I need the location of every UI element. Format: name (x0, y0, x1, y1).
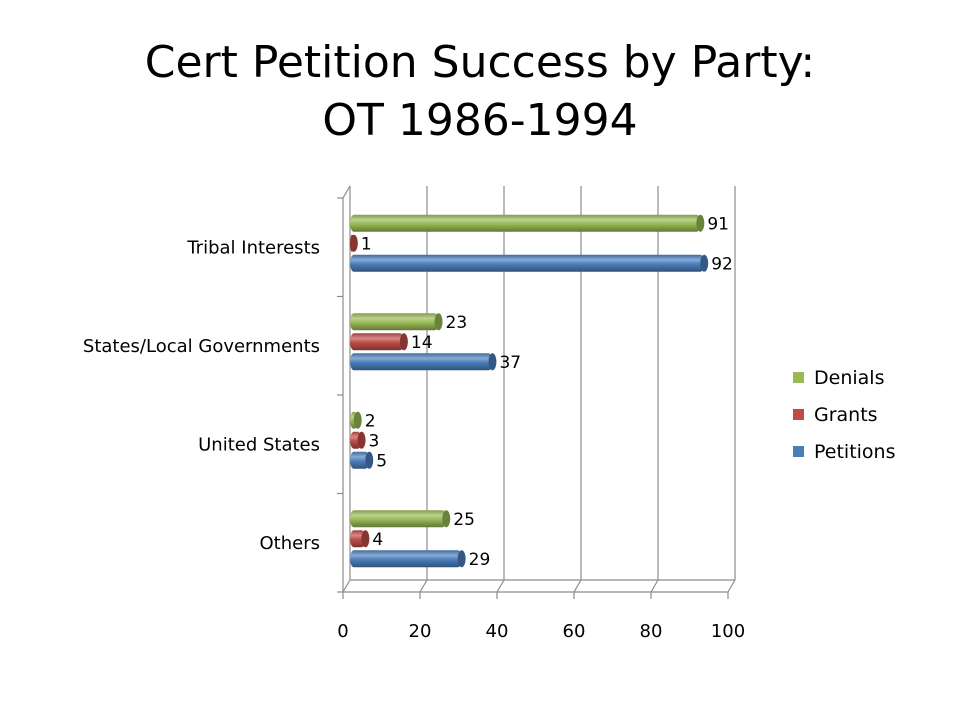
legend-label-petitions: Petitions (814, 441, 896, 463)
bar-cap-petitions-others (457, 550, 466, 568)
chart-title-line-1: Cert Petition Success by Party: (144, 37, 816, 88)
floor-line-20 (419, 579, 428, 593)
bar-cap-denials-tribal-interests (696, 214, 705, 232)
data-label-grants-others: 4 (372, 530, 383, 550)
data-label-denials-states-local-governments: 23 (446, 313, 468, 333)
bar-grants-states-local-governments (350, 333, 404, 351)
legend-label-grants: Grants (814, 404, 878, 426)
data-label-petitions-tribal-interests: 92 (711, 254, 733, 274)
bar-cap-denials-others (442, 510, 451, 528)
chart-title: Cert Petition Success by Party: OT 1986-… (0, 34, 960, 150)
data-label-petitions-states-local-governments: 37 (499, 353, 521, 373)
chart-title-line-2: OT 1986-1994 (322, 95, 638, 146)
legend-swatch-grants (793, 409, 804, 420)
bar-denials-others (350, 510, 447, 528)
data-label-denials-others: 25 (453, 510, 475, 530)
category-label-united-states: United States (198, 434, 320, 455)
floor-line-60 (573, 579, 582, 593)
data-label-petitions-united-states: 5 (376, 451, 387, 471)
category-label-tribal-interests: Tribal Interests (186, 237, 320, 258)
bar-petitions-others (350, 550, 462, 568)
bar-cap-petitions-states-local-governments (488, 353, 497, 371)
data-label-grants-states-local-governments: 14 (411, 333, 433, 353)
bar-cap-denials-united-states (353, 411, 362, 429)
x-tick-label-100: 100 (711, 621, 745, 642)
bar-petitions-states-local-governments (350, 353, 493, 371)
floor-line-0 (342, 579, 351, 593)
bar-cap-grants-united-states (357, 431, 366, 449)
bar-cap-grants-states-local-governments (399, 333, 408, 351)
floor-line-40 (496, 579, 505, 593)
side-wall-top (342, 185, 351, 199)
bar-cap-grants-tribal-interests (349, 234, 358, 252)
bar-cap-denials-states-local-governments (434, 313, 443, 331)
bar-cap-petitions-tribal-interests (700, 254, 709, 272)
x-tick-label-0: 0 (337, 621, 348, 642)
x-tick-label-40: 40 (486, 621, 509, 642)
data-label-denials-united-states: 2 (365, 411, 376, 431)
legend-label-denials: Denials (814, 367, 884, 389)
data-label-petitions-others: 29 (469, 550, 491, 570)
bar-denials-tribal-interests (350, 214, 701, 232)
bar-petitions-tribal-interests (350, 254, 705, 272)
bar-grants-others (350, 530, 366, 548)
bar-denials-states-local-governments (350, 313, 439, 331)
bar-cap-petitions-united-states (365, 451, 374, 469)
data-label-grants-united-states: 3 (369, 431, 380, 451)
category-label-others: Others (260, 533, 321, 554)
bar-cap-grants-others (361, 530, 370, 548)
bar-petitions-united-states (350, 451, 370, 469)
data-label-denials-tribal-interests: 91 (707, 214, 729, 234)
x-tick-label-20: 20 (409, 621, 432, 642)
x-tick-label-60: 60 (563, 621, 586, 642)
data-label-grants-tribal-interests: 1 (361, 234, 372, 254)
legend-swatch-petitions (793, 446, 804, 457)
x-tick-label-80: 80 (640, 621, 663, 642)
floor-line-80 (650, 579, 659, 593)
category-label-states-local-governments: States/Local Governments (83, 336, 320, 357)
legend-swatch-denials (793, 372, 804, 383)
floor-line-100 (727, 579, 736, 593)
